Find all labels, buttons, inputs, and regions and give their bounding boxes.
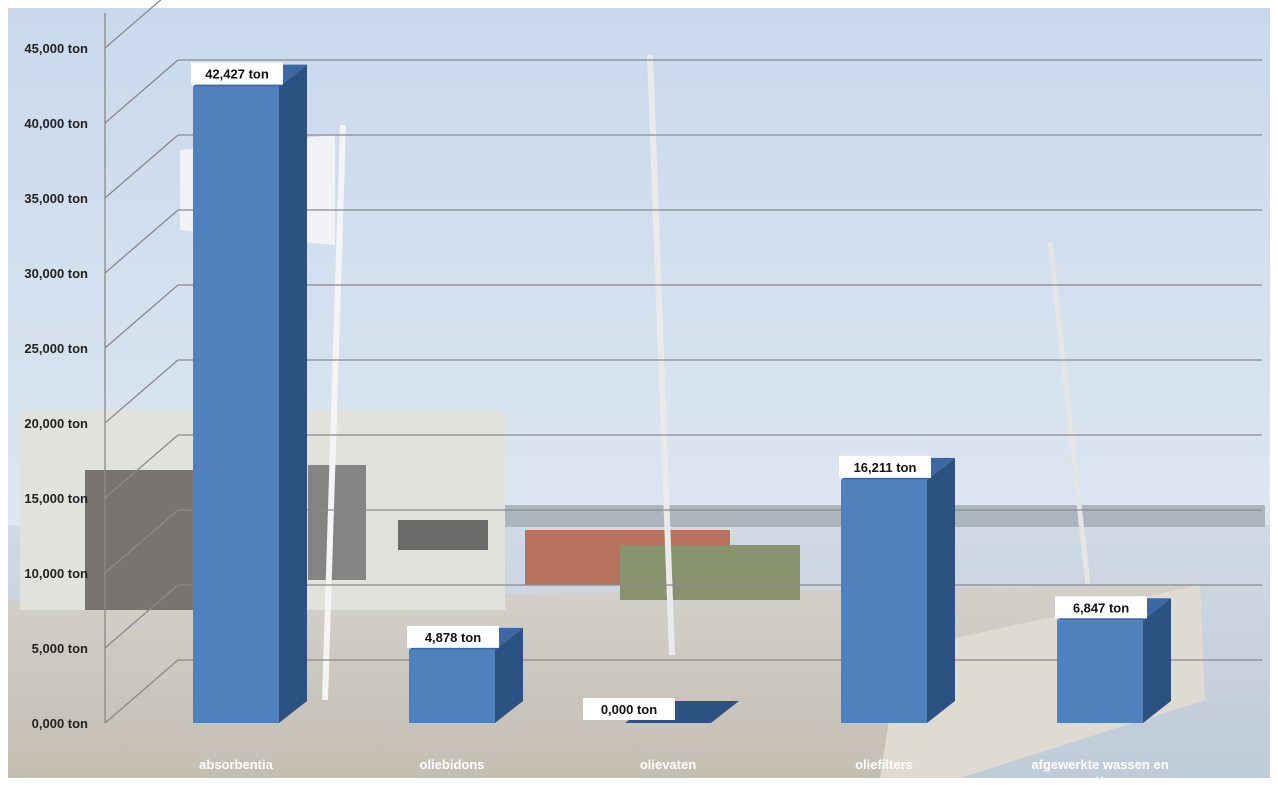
lamp-post-1: [647, 54, 675, 656]
bar-side: [1143, 598, 1171, 723]
data-label-box: [191, 62, 283, 85]
gridline-depth: [104, 584, 179, 649]
bar-side: [495, 627, 523, 723]
y-axis-tick-labels: 0,000 ton 5,000 ton 10,000 ton 15,000 ton 20…: [24, 41, 88, 731]
bar-side: [279, 64, 307, 724]
bar-oliefilters: [841, 457, 955, 723]
bar-front: [193, 86, 279, 724]
category-labels: absorbentia oliebidons olievaten oliefilter…: [199, 757, 1169, 785]
y-tick-label: 15,000 ton: [24, 491, 88, 506]
gridline-depth: [104, 284, 179, 349]
gridline-depth: [104, 134, 179, 199]
data-label: 42,427 ton: [191, 62, 283, 85]
data-label-box: [407, 625, 499, 648]
data-label: 0,000 ton: [583, 698, 675, 720]
data-label: 4,878 ton: [407, 625, 499, 648]
y-tick-label: 0,000 ton: [32, 716, 88, 731]
gridline-depth: [104, 209, 179, 274]
category-label: olievaten: [640, 757, 696, 772]
data-label-text: 42,427 ton: [205, 67, 269, 82]
y-tick-label: 5,000 ton: [32, 641, 88, 656]
bar-front: [841, 479, 927, 723]
y-tick-label: 20,000 ton: [24, 416, 88, 431]
y-tick-label: 35,000 ton: [24, 191, 88, 206]
data-label: 16,211 ton: [839, 455, 931, 478]
gridline-depth: [104, 659, 179, 724]
bar-side: [927, 457, 955, 723]
building-door: [308, 465, 366, 580]
gridline-depth: [104, 0, 162, 49]
gridline-depth: [104, 434, 179, 499]
data-label-text: 0,000 ton: [601, 702, 657, 717]
building-window: [398, 520, 488, 550]
y-tick-label: 30,000 ton: [24, 266, 88, 281]
data-labels: 42,427 ton 4,878 ton 0,000 ton 16,211 ton 6,…: [191, 62, 1147, 720]
category-label: oliebidons: [420, 757, 485, 772]
category-label: oliefilters: [855, 757, 913, 772]
flag-pole: [322, 124, 346, 701]
category-label: afgewerkte wassen en vetten: [1031, 757, 1168, 785]
lamp-post-2: [1047, 241, 1091, 586]
data-label-text: 6,847 ton: [1073, 600, 1129, 615]
y-tick-label: 25,000 ton: [24, 341, 88, 356]
containers-green: [620, 545, 800, 600]
data-label-text: 4,878 ton: [425, 630, 481, 645]
data-label-box: [839, 455, 931, 478]
gridline-depth: [104, 359, 179, 424]
bar-front: [1057, 620, 1143, 723]
y-tick-label: 10,000 ton: [24, 566, 88, 581]
category-label: absorbentia: [199, 757, 273, 772]
y-tick-label: 40,000 ton: [24, 116, 88, 131]
data-label-box: [583, 698, 675, 720]
bar-absorbentia: [193, 64, 307, 724]
data-label-text: 16,211 ton: [854, 460, 917, 475]
y-tick-label: 45,000 ton: [24, 41, 88, 56]
gridline-depth: [104, 509, 179, 574]
data-label: 6,847 ton: [1055, 596, 1147, 619]
bar-front: [409, 649, 495, 723]
data-label-box: [1055, 596, 1147, 619]
gridline-depth: [104, 59, 179, 124]
